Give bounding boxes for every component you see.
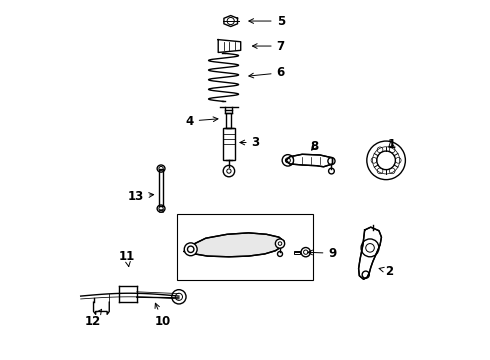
Text: 5: 5	[249, 14, 285, 27]
Text: 9: 9	[308, 247, 337, 260]
Bar	[294, 251, 300, 253]
Text: 8: 8	[311, 140, 319, 153]
Text: 6: 6	[249, 66, 285, 79]
Text: 13: 13	[128, 190, 154, 203]
Bar	[177, 214, 313, 280]
Text: 2: 2	[379, 265, 394, 278]
Polygon shape	[184, 233, 284, 257]
Text: 12: 12	[85, 309, 101, 328]
Circle shape	[184, 243, 197, 256]
Text: 11: 11	[119, 250, 135, 266]
Polygon shape	[286, 154, 333, 167]
Bar	[159, 168, 163, 206]
Polygon shape	[359, 227, 381, 279]
Text: 3: 3	[240, 136, 260, 149]
Bar	[223, 128, 235, 160]
Text: 4: 4	[186, 114, 218, 127]
Circle shape	[275, 239, 285, 248]
Text: 10: 10	[155, 303, 171, 328]
Bar	[226, 113, 231, 128]
Text: 1: 1	[388, 138, 395, 151]
Text: 7: 7	[252, 40, 285, 53]
